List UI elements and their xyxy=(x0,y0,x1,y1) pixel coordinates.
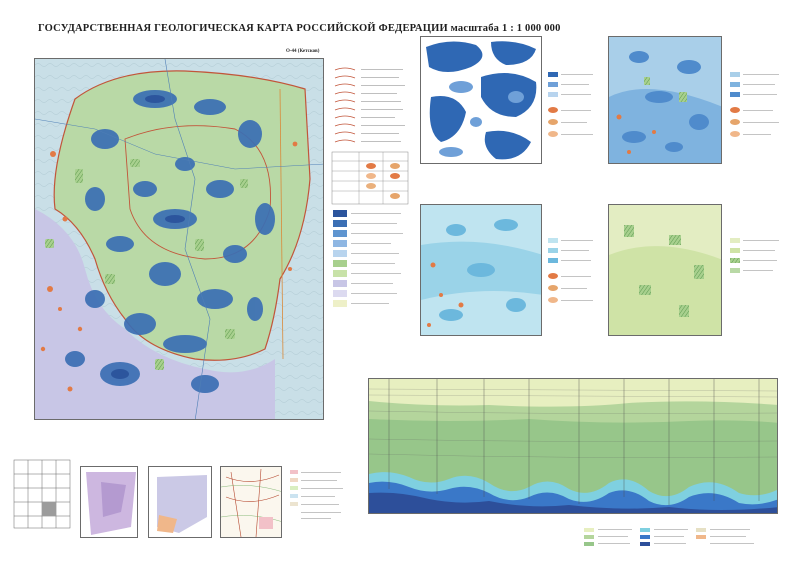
main-map xyxy=(34,58,324,420)
main-legend xyxy=(331,64,411,364)
section-layer-deep xyxy=(369,492,777,513)
scheme-legend-1 xyxy=(546,70,598,160)
legend-swatches-boundaries xyxy=(334,67,405,143)
scheme-map-1-canvas xyxy=(421,37,541,163)
scheme-map-4 xyxy=(608,204,722,336)
scheme-map-1 xyxy=(420,36,542,164)
legend-color-ramp xyxy=(333,210,403,307)
page-title: ГОСУДАРСТВЕННАЯ ГЕОЛОГИЧЕСКАЯ КАРТА РОСС… xyxy=(38,23,561,34)
scheme-legend-3 xyxy=(546,236,598,326)
hatched-areas xyxy=(45,159,248,370)
bottom-map-3 xyxy=(220,466,282,538)
bottom-map-1 xyxy=(80,466,138,538)
scheme-map-2-canvas xyxy=(609,37,721,163)
scheme-map-3-canvas xyxy=(421,205,541,335)
geological-section-canvas xyxy=(369,379,777,513)
scheme-map-3 xyxy=(420,204,542,336)
legend-table-grid xyxy=(331,151,409,205)
geological-section xyxy=(368,378,778,514)
bottom-map-2 xyxy=(148,466,212,538)
reservoir-blobs xyxy=(65,90,275,393)
bottom-legend xyxy=(288,468,346,528)
upland-zone xyxy=(35,209,275,419)
main-map-canvas xyxy=(35,59,323,419)
section-legend xyxy=(580,526,780,556)
sheet-code: О-44 (Кетсков) xyxy=(286,49,320,54)
locator-diagram xyxy=(12,458,72,530)
prospect-spots xyxy=(40,141,298,392)
scheme-legend-2 xyxy=(728,70,788,160)
scheme-map-4-canvas xyxy=(609,205,721,335)
scheme-legend-4 xyxy=(728,236,788,296)
scheme-map-2 xyxy=(608,36,722,164)
